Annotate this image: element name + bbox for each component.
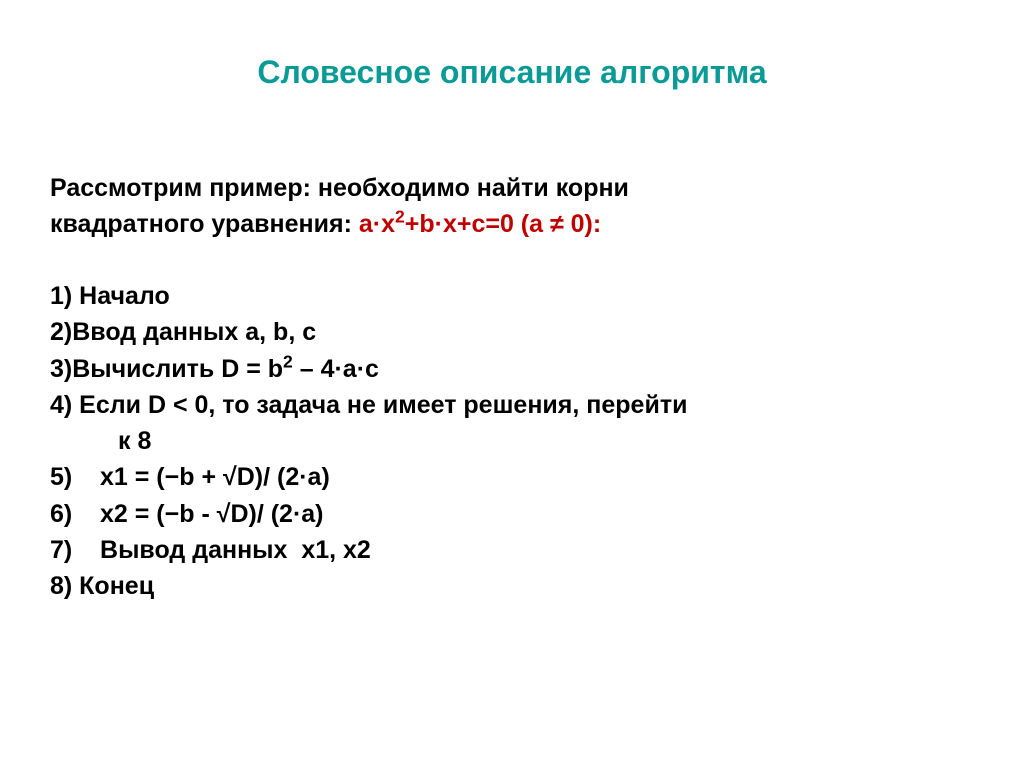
slide: Словесное описание алгоритма Рассмотрим …: [0, 0, 1024, 767]
slide-body: Рассмотрим пример: необходимо найти корн…: [50, 171, 974, 604]
step-8: 8) Конец: [50, 568, 974, 604]
intro-line-2: квадратного уравнения: а·х2+b·х+с=0 (а ≠…: [50, 207, 974, 243]
step-2: 2)Ввод данных a, b, c: [50, 314, 974, 350]
step-4-cont: к 8: [50, 423, 974, 459]
eq-part-a: а·х: [359, 210, 395, 238]
intro-line-1: Рассмотрим пример: необходимо найти корн…: [50, 171, 974, 207]
slide-title: Словесное описание алгоритма: [50, 54, 974, 91]
step-4: 4) Если D < 0, то задача не имеет решени…: [50, 387, 974, 423]
eq-part-b: +b·х+с=0 (а ≠ 0):: [405, 210, 601, 238]
step-7: 7) Вывод данных x1, x2: [50, 532, 974, 568]
eq-exp: 2: [395, 206, 405, 226]
equation: а·х2+b·х+с=0 (а ≠ 0):: [359, 210, 601, 238]
intro-prefix: квадратного уравнения:: [50, 210, 359, 238]
step-3-prefix: 3)Вычислить D = b: [50, 355, 283, 383]
step-6: 6) x2 = (−b - √D)/ (2·a): [50, 496, 974, 532]
step-1: 1) Начало: [50, 278, 974, 314]
step-3-suffix: – 4·a·c: [293, 355, 379, 383]
step-5: 5) x1 = (−b + √D)/ (2·a): [50, 459, 974, 495]
step-3: 3)Вычислить D = b2 – 4·a·c: [50, 351, 974, 387]
step-3-exp: 2: [283, 351, 293, 371]
spacer: [50, 242, 974, 278]
